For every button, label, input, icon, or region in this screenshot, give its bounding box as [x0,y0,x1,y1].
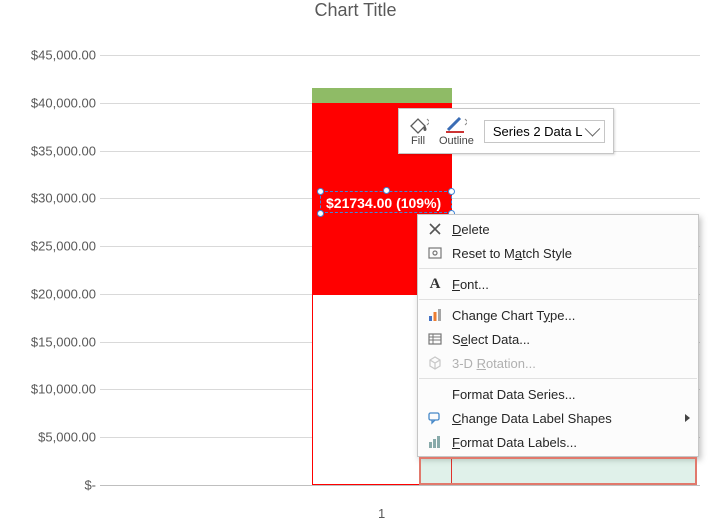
y-axis-label: $15,000.00 [6,334,96,349]
chart-area[interactable]: Chart Title $21734.00 (109%) Fill Ou [0,0,711,527]
menu-separator [419,299,697,300]
y-axis-label: $45,000.00 [6,48,96,63]
delete-icon [424,220,446,238]
menu-font[interactable]: A Font... [418,272,698,296]
y-axis-label: $20,000.00 [6,286,96,301]
fill-label: Fill [411,135,425,147]
bar-series-3[interactable] [312,88,452,102]
menu-separator [419,378,697,379]
outline-icon [445,115,467,135]
menu-change-label-shapes-label: Change Data Label Shapes [452,411,612,426]
format-labels-icon [424,433,446,451]
menu-separator [419,268,697,269]
mini-toolbar: Fill Outline Series 2 Data L [398,108,614,154]
fill-button[interactable]: Fill [407,115,429,147]
menu-format-data-series-label: Format Data Series... [452,387,576,402]
rotation-icon [424,354,446,372]
reset-icon [424,244,446,262]
menu-change-label-shapes[interactable]: Change Data Label Shapes [418,406,698,430]
menu-select-data[interactable]: Select Data... [418,327,698,351]
menu-3d-rotation-label: 3-D Rotation... [452,356,536,371]
fill-icon [407,115,429,135]
y-axis-label: $- [6,478,96,493]
context-menu: Delete Reset to Match Style A Font... Ch… [417,214,699,457]
menu-format-data-labels-label: Format Data Labels... [452,435,577,450]
y-axis-label: $40,000.00 [6,95,96,110]
font-icon: A [424,275,446,293]
menu-delete-label: Delete [452,222,490,237]
y-axis-label: $10,000.00 [6,382,96,397]
menu-reset[interactable]: Reset to Match Style [418,241,698,265]
series-selector-value: Series 2 Data L [493,124,583,139]
menu-format-data-labels[interactable]: Format Data Labels... [418,430,698,454]
gridline [100,485,700,486]
series-selector[interactable]: Series 2 Data L [484,120,606,143]
menu-change-chart-type[interactable]: Change Chart Type... [418,303,698,327]
y-axis-label: $35,000.00 [6,143,96,158]
x-axis-label: 1 [378,506,385,521]
outline-label: Outline [439,135,474,147]
blank-icon [424,385,446,403]
y-axis-label: $5,000.00 [6,430,96,445]
menu-change-chart-type-label: Change Chart Type... [452,308,575,323]
menu-select-data-label: Select Data... [452,332,530,347]
menu-font-label: Font... [452,277,489,292]
chart-title[interactable]: Chart Title [0,0,711,21]
menu-reset-label: Reset to Match Style [452,246,572,261]
menu-format-data-series[interactable]: Format Data Series... [418,382,698,406]
y-axis-label: $25,000.00 [6,239,96,254]
submenu-arrow-icon [685,414,690,422]
label-shape-icon [424,409,446,427]
menu-delete[interactable]: Delete [418,217,698,241]
chart-type-icon [424,306,446,324]
y-axis-label: $30,000.00 [6,191,96,206]
data-label-selected[interactable]: $21734.00 (109%) [326,195,441,211]
select-data-icon [424,330,446,348]
outline-button[interactable]: Outline [439,115,474,147]
gridline [100,55,700,56]
menu-3d-rotation: 3-D Rotation... [418,351,698,375]
